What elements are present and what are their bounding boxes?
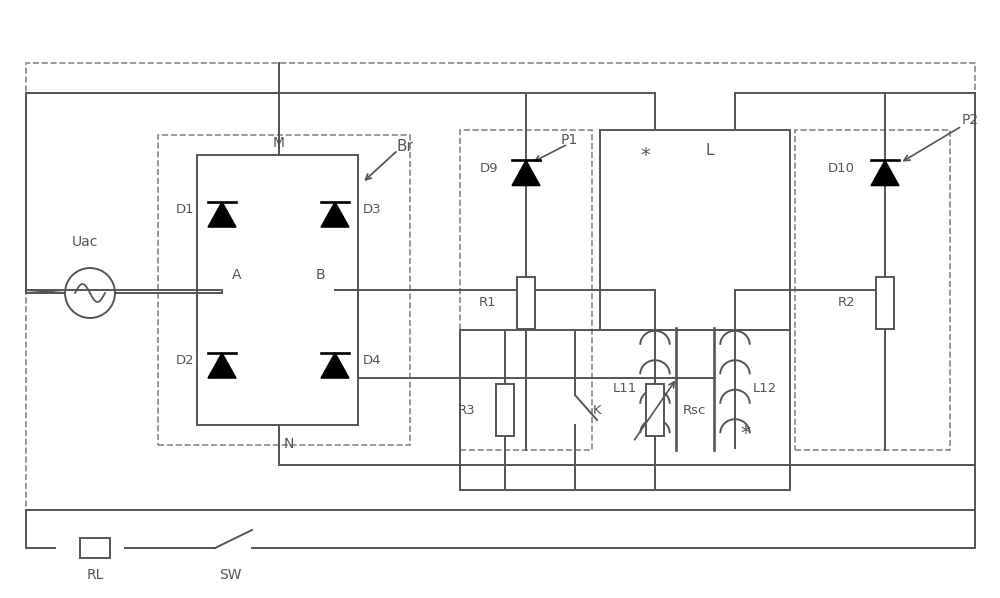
Text: *: * [740, 423, 750, 443]
Text: Uac: Uac [72, 235, 98, 249]
Bar [460, 130, 592, 450]
Text: P2: P2 [962, 113, 979, 127]
Text: A: A [232, 268, 242, 282]
Bar [460, 330, 790, 490]
Text: D3: D3 [363, 203, 382, 216]
Text: R2: R2 [837, 297, 855, 310]
Polygon shape [871, 160, 899, 185]
Bar [80, 538, 110, 558]
Text: B: B [315, 268, 325, 282]
Polygon shape [321, 202, 349, 227]
Bar [517, 277, 535, 329]
Text: L11: L11 [613, 383, 637, 395]
Polygon shape [208, 353, 236, 378]
Text: D10: D10 [828, 161, 855, 175]
Text: SW: SW [219, 568, 241, 582]
Text: P1: P1 [561, 133, 578, 147]
Bar [795, 130, 950, 450]
Text: D2: D2 [175, 354, 194, 367]
Bar [158, 135, 410, 445]
Text: RL: RL [86, 568, 104, 582]
Bar [26, 63, 975, 510]
Polygon shape [208, 202, 236, 227]
Text: D1: D1 [175, 203, 194, 216]
Text: R1: R1 [478, 297, 496, 310]
Bar [876, 277, 894, 329]
Polygon shape [512, 160, 540, 185]
Text: R3: R3 [457, 404, 475, 416]
Bar [496, 384, 514, 436]
Text: L12: L12 [753, 383, 777, 395]
Bar [646, 384, 664, 436]
Bar [600, 130, 790, 330]
Text: D4: D4 [363, 354, 382, 367]
Text: Br: Br [397, 139, 413, 154]
Text: L: L [706, 142, 714, 157]
Text: K: K [593, 404, 602, 416]
Bar [197, 155, 358, 425]
Text: D9: D9 [480, 161, 498, 175]
Text: Rsc: Rsc [683, 404, 706, 416]
Text: N: N [283, 437, 294, 451]
Polygon shape [321, 353, 349, 378]
Text: *: * [640, 145, 650, 164]
Text: M: M [273, 136, 285, 150]
